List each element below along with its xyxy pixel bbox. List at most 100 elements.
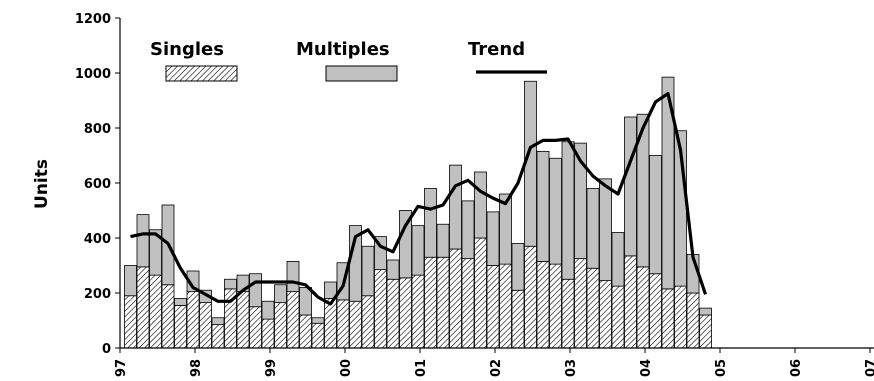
bar-singles — [249, 306, 262, 349]
bar-singles — [211, 324, 225, 349]
bar-singles — [649, 273, 662, 349]
bar-singles — [661, 288, 675, 349]
bar-multiples — [386, 259, 400, 280]
bar-multiples — [699, 307, 712, 316]
bar-multiples — [574, 142, 587, 260]
bar-singles — [411, 274, 425, 349]
y-tick-label: 0 — [102, 342, 111, 357]
x-tick-label: 04 — [639, 359, 654, 377]
bar-singles — [136, 266, 150, 349]
x-tick-label: 07 — [864, 359, 874, 377]
bar-multiples — [636, 113, 650, 268]
bar-multiples — [436, 223, 450, 258]
bar-multiples — [274, 284, 287, 304]
bar-singles — [286, 291, 300, 349]
legend-swatch-multiples — [325, 65, 398, 82]
bar-singles — [186, 291, 200, 349]
bar-singles — [624, 255, 637, 349]
bar-multiples — [186, 270, 200, 293]
bar-multiples — [549, 157, 562, 265]
bar-singles — [474, 237, 487, 349]
bar-multiples — [499, 193, 512, 265]
x-tick-label: 05 — [714, 359, 729, 377]
bar-singles — [336, 299, 350, 349]
bar-multiples — [649, 155, 662, 275]
bar-singles — [324, 298, 337, 349]
bar-singles — [161, 284, 175, 349]
bar-multiples — [224, 278, 237, 290]
bar-singles — [486, 265, 500, 349]
legend-swatch-singles — [165, 65, 238, 82]
bar-multiples — [599, 178, 612, 282]
y-tick-label: 1000 — [75, 67, 111, 82]
bars-layer — [124, 76, 712, 349]
bar-singles — [499, 263, 512, 349]
bar-singles — [386, 278, 400, 349]
bar-singles — [311, 322, 325, 349]
bar-singles — [149, 274, 162, 349]
bar-multiples — [361, 245, 375, 297]
bar-singles — [174, 304, 187, 349]
bar-singles — [299, 314, 312, 349]
bar-singles — [236, 291, 250, 349]
y-tick-label: 800 — [84, 122, 111, 137]
bar-singles — [124, 295, 137, 349]
bar-multiples — [286, 260, 300, 293]
bar-multiples — [411, 225, 425, 276]
legend-label-singles: Singles — [150, 39, 224, 60]
legend: Singles Multiples Trend — [150, 39, 547, 82]
bar-multiples — [299, 287, 312, 316]
bar-singles — [549, 263, 562, 349]
x-tick-label: 00 — [339, 359, 354, 377]
bar-multiples — [261, 300, 275, 320]
bar-multiples — [611, 232, 625, 287]
bar-multiples — [511, 243, 525, 291]
bar-multiples — [586, 188, 600, 269]
bar-singles — [686, 292, 700, 349]
bar-singles — [436, 256, 450, 349]
bar-multiples — [474, 171, 487, 239]
x-tick-label: 02 — [489, 359, 504, 377]
bar-multiples — [561, 141, 575, 280]
y-axis-title: Units — [32, 159, 52, 209]
y-ticks: 0 200 400 600 800 1000 1200 — [75, 12, 120, 357]
y-tick-label: 200 — [84, 287, 111, 302]
bar-multiples — [461, 200, 475, 260]
bar-singles — [561, 278, 575, 349]
bar-multiples — [424, 188, 437, 258]
y-tick-label: 600 — [84, 177, 111, 192]
trend-line — [130, 92, 708, 306]
bar-multiples — [174, 298, 187, 306]
bar-singles — [261, 318, 275, 349]
bar-multiples — [149, 229, 162, 276]
bar-singles — [399, 277, 412, 349]
bar-singles — [274, 302, 287, 349]
bar-singles — [699, 314, 712, 349]
bar-multiples — [449, 164, 462, 250]
bar-singles — [424, 256, 437, 349]
bar-singles — [674, 285, 687, 349]
x-tick-label: 06 — [789, 359, 804, 377]
bar-singles — [636, 266, 650, 349]
y-tick-label: 1200 — [75, 12, 111, 27]
x-tick-label: 01 — [414, 359, 429, 377]
bar-singles — [199, 302, 212, 349]
bar-multiples — [249, 273, 262, 308]
legend-label-multiples: Multiples — [296, 39, 390, 60]
bar-multiples — [399, 210, 412, 279]
bar-singles — [536, 260, 550, 349]
bar-singles — [511, 289, 525, 349]
bar-multiples — [311, 317, 325, 324]
bar-multiples — [211, 317, 225, 326]
bar-multiples — [324, 281, 337, 299]
bar-singles — [611, 285, 625, 349]
bar-singles — [349, 300, 362, 349]
bar-singles — [524, 245, 537, 349]
y-tick-label: 400 — [84, 232, 111, 247]
bar-multiples — [661, 76, 675, 290]
x-tick-label: 97 — [114, 359, 129, 377]
bar-singles — [586, 267, 600, 349]
x-tick-label: 98 — [189, 359, 204, 377]
bar-multiples — [136, 214, 150, 268]
